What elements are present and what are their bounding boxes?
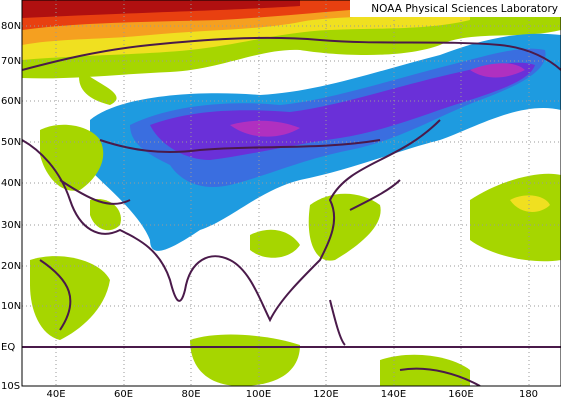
latitude-label: 70N xyxy=(1,56,21,67)
longitude-label: 40E xyxy=(46,389,65,400)
latitude-label: 20N xyxy=(1,261,21,272)
title: NOAA Physical Sciences Laboratory xyxy=(371,3,558,15)
longitude-label: 180 xyxy=(519,389,538,400)
plot-frame xyxy=(21,0,561,387)
graticule xyxy=(22,0,561,386)
contour-field xyxy=(22,0,561,386)
latitude-label: 30N xyxy=(1,220,21,231)
latitude-label: 50N xyxy=(1,137,21,148)
latitude-label: 80N xyxy=(1,21,21,32)
latitude-label: 60N xyxy=(1,96,21,107)
longitude-label: 120E xyxy=(313,389,338,400)
longitude-label: 80E xyxy=(181,389,200,400)
latitude-label: 10S xyxy=(1,381,20,392)
latitude-label: 40N xyxy=(1,178,21,189)
longitude-label: 100E xyxy=(246,389,271,400)
latitude-label: EQ xyxy=(1,342,15,353)
title-box xyxy=(350,0,561,17)
longitude-label: 160E xyxy=(448,389,473,400)
longitude-label: 60E xyxy=(114,389,133,400)
longitude-label: 140E xyxy=(381,389,406,400)
latitude-label: 10N xyxy=(1,301,21,312)
coastlines xyxy=(22,36,561,386)
